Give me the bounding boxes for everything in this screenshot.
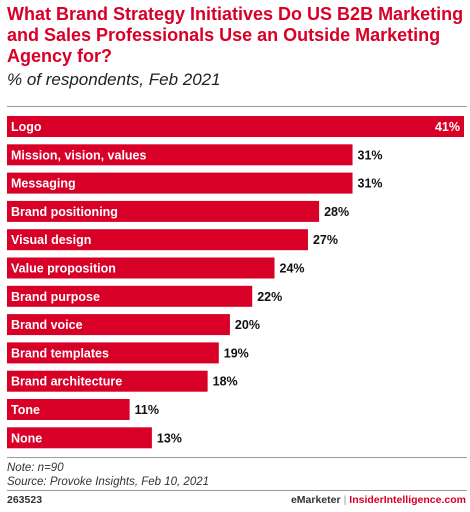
- bar: [7, 314, 230, 336]
- category-label: Logo: [11, 120, 42, 134]
- value-label: 41%: [435, 120, 460, 134]
- footer-branding: eMarketer | InsiderIntelligence.com: [291, 494, 466, 506]
- bar: [7, 342, 219, 364]
- bar: [7, 116, 464, 137]
- category-label: Brand positioning: [11, 205, 118, 219]
- bar: [7, 144, 353, 166]
- bar: [7, 285, 253, 307]
- bar: [7, 427, 152, 449]
- site-link[interactable]: InsiderIntelligence.com: [349, 494, 466, 506]
- bar-chart: Logo 41% Mission, vision, values 31% Messagi…: [7, 116, 464, 449]
- notes: Note: n=90 Source: Provoke Insights, Feb…: [7, 461, 209, 489]
- value-label: 28%: [324, 205, 349, 219]
- value-label: 13%: [157, 431, 182, 445]
- category-label: None: [11, 431, 42, 445]
- bar: [7, 370, 208, 392]
- bar: [7, 172, 353, 194]
- value-label: 18%: [213, 375, 238, 389]
- value-label: 11%: [135, 403, 159, 417]
- category-label: Brand voice: [11, 318, 83, 332]
- value-label: 31%: [358, 177, 383, 191]
- category-label: Brand purpose: [11, 290, 100, 304]
- chart-title: What Brand Strategy Initiatives Do US B2…: [7, 4, 464, 66]
- footer-separator: |: [343, 494, 347, 506]
- category-label: Brand architecture: [11, 375, 122, 389]
- value-label: 19%: [224, 346, 249, 360]
- bar: [7, 257, 275, 279]
- chart-subtitle: % of respondents, Feb 2021: [7, 70, 221, 89]
- value-label: 27%: [313, 233, 338, 247]
- top-divider: [7, 106, 467, 107]
- bottom-divider: [7, 457, 467, 458]
- bar: [7, 200, 320, 222]
- category-label: Tone: [11, 403, 40, 417]
- value-label: 22%: [257, 290, 282, 304]
- bar: [7, 229, 308, 251]
- source-text: Source: Provoke Insights, Feb 10, 2021: [7, 476, 210, 488]
- value-label: 20%: [235, 318, 260, 332]
- category-label: Visual design: [11, 233, 91, 247]
- category-label: Mission, vision, values: [11, 148, 147, 162]
- value-label: 31%: [358, 148, 383, 162]
- value-label: 24%: [280, 262, 305, 276]
- note-text: Note: n=90: [7, 462, 64, 474]
- category-label: Brand templates: [11, 346, 109, 360]
- chart-id: 263523: [7, 494, 43, 506]
- category-label: Value proposition: [11, 262, 116, 276]
- emarketer-logo-text: eMarketer: [290, 494, 341, 506]
- footer-divider: [7, 490, 467, 491]
- bar: [7, 399, 130, 420]
- category-label: Messaging: [11, 177, 76, 191]
